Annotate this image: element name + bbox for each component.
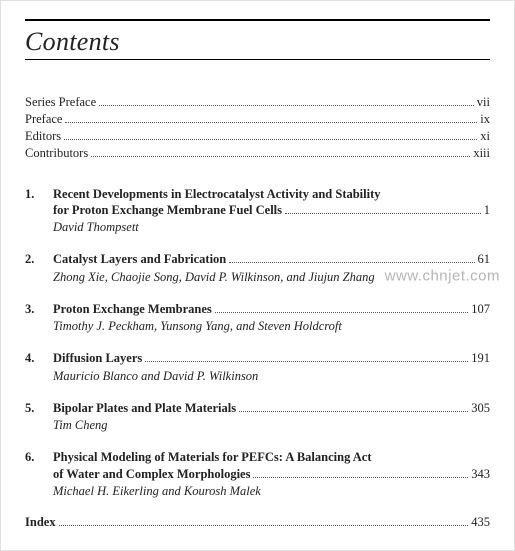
chapter-number: 3.	[25, 302, 53, 317]
chapter-list: 1. Recent Developments in Electrocatalys…	[25, 186, 490, 500]
dot-leader	[239, 411, 468, 412]
front-matter-page: ix	[480, 111, 490, 128]
chapter-page: 61	[478, 251, 491, 267]
chapter-title-line2: for Proton Exchange Membrane Fuel Cells	[53, 202, 282, 218]
chapter-authors: Timothy J. Peckham, Yunsong Yang, and St…	[53, 318, 490, 334]
chapter-entry: 6. Physical Modeling of Materials for PE…	[25, 449, 490, 499]
chapter-page: 305	[471, 400, 490, 416]
front-matter-list: Series Preface vii Preface ix Editors xi…	[25, 94, 490, 162]
front-matter-page: xi	[480, 128, 490, 145]
chapter-title-line1: Recent Developments in Electrocatalyst A…	[53, 186, 490, 202]
index-entry: Index 435	[25, 515, 490, 530]
chapter-number: 2.	[25, 252, 53, 267]
dot-leader	[285, 213, 481, 214]
heading-underline	[25, 59, 490, 60]
chapter-number: 1.	[25, 187, 53, 202]
front-matter-label: Contributors	[25, 145, 88, 162]
page-title: Contents	[25, 27, 490, 57]
chapter-authors: Zhong Xie, Chaojie Song, David P. Wilkin…	[53, 269, 490, 285]
chapter-title: Bipolar Plates and Plate Materials	[53, 400, 236, 416]
chapter-title-line2: of Water and Complex Morphologies	[53, 466, 250, 482]
index-page: 435	[471, 515, 490, 530]
chapter-authors: Michael H. Eikerling and Kourosh Malek	[53, 483, 490, 499]
dot-leader	[64, 139, 477, 140]
dot-leader	[229, 262, 474, 263]
index-label: Index	[25, 515, 56, 530]
chapter-entry: 4. Diffusion Layers 191 Mauricio Blanco …	[25, 350, 490, 384]
chapter-title: Diffusion Layers	[53, 350, 142, 366]
front-matter-label: Editors	[25, 128, 61, 145]
chapter-page: 343	[471, 466, 490, 482]
chapter-entry: 3. Proton Exchange Membranes 107 Timothy…	[25, 301, 490, 335]
chapter-number: 5.	[25, 401, 53, 416]
dot-leader	[65, 122, 477, 123]
dot-leader	[91, 156, 470, 157]
chapter-number: 4.	[25, 351, 53, 366]
front-matter-row: Contributors xiii	[25, 145, 490, 162]
front-matter-row: Editors xi	[25, 128, 490, 145]
chapter-number: 6.	[25, 450, 53, 465]
chapter-authors: Mauricio Blanco and David P. Wilkinson	[53, 368, 490, 384]
dot-leader	[253, 477, 468, 478]
chapter-page: 191	[471, 350, 490, 366]
front-matter-page: xiii	[473, 145, 490, 162]
chapter-page: 1	[484, 202, 490, 218]
chapter-entry: 5. Bipolar Plates and Plate Materials 30…	[25, 400, 490, 434]
dot-leader	[145, 361, 468, 362]
front-matter-page: vii	[477, 94, 490, 111]
chapter-page: 107	[471, 301, 490, 317]
front-matter-row: Preface ix	[25, 111, 490, 128]
chapter-authors: Tim Cheng	[53, 417, 490, 433]
chapter-authors: David Thompsett	[53, 219, 490, 235]
chapter-entry: 1. Recent Developments in Electrocatalys…	[25, 186, 490, 236]
contents-page: Contents Series Preface vii Preface ix E…	[0, 0, 515, 551]
front-matter-label: Preface	[25, 111, 62, 128]
chapter-title: Catalyst Layers and Fabrication	[53, 251, 226, 267]
dot-leader	[99, 105, 474, 106]
front-matter-row: Series Preface vii	[25, 94, 490, 111]
chapter-entry: 2. Catalyst Layers and Fabrication 61 Zh…	[25, 251, 490, 285]
chapter-title-line1: Physical Modeling of Materials for PEFCs…	[53, 449, 490, 465]
dot-leader	[215, 312, 468, 313]
dot-leader	[59, 525, 469, 526]
front-matter-label: Series Preface	[25, 94, 96, 111]
chapter-title: Proton Exchange Membranes	[53, 301, 212, 317]
top-rule	[25, 19, 490, 21]
